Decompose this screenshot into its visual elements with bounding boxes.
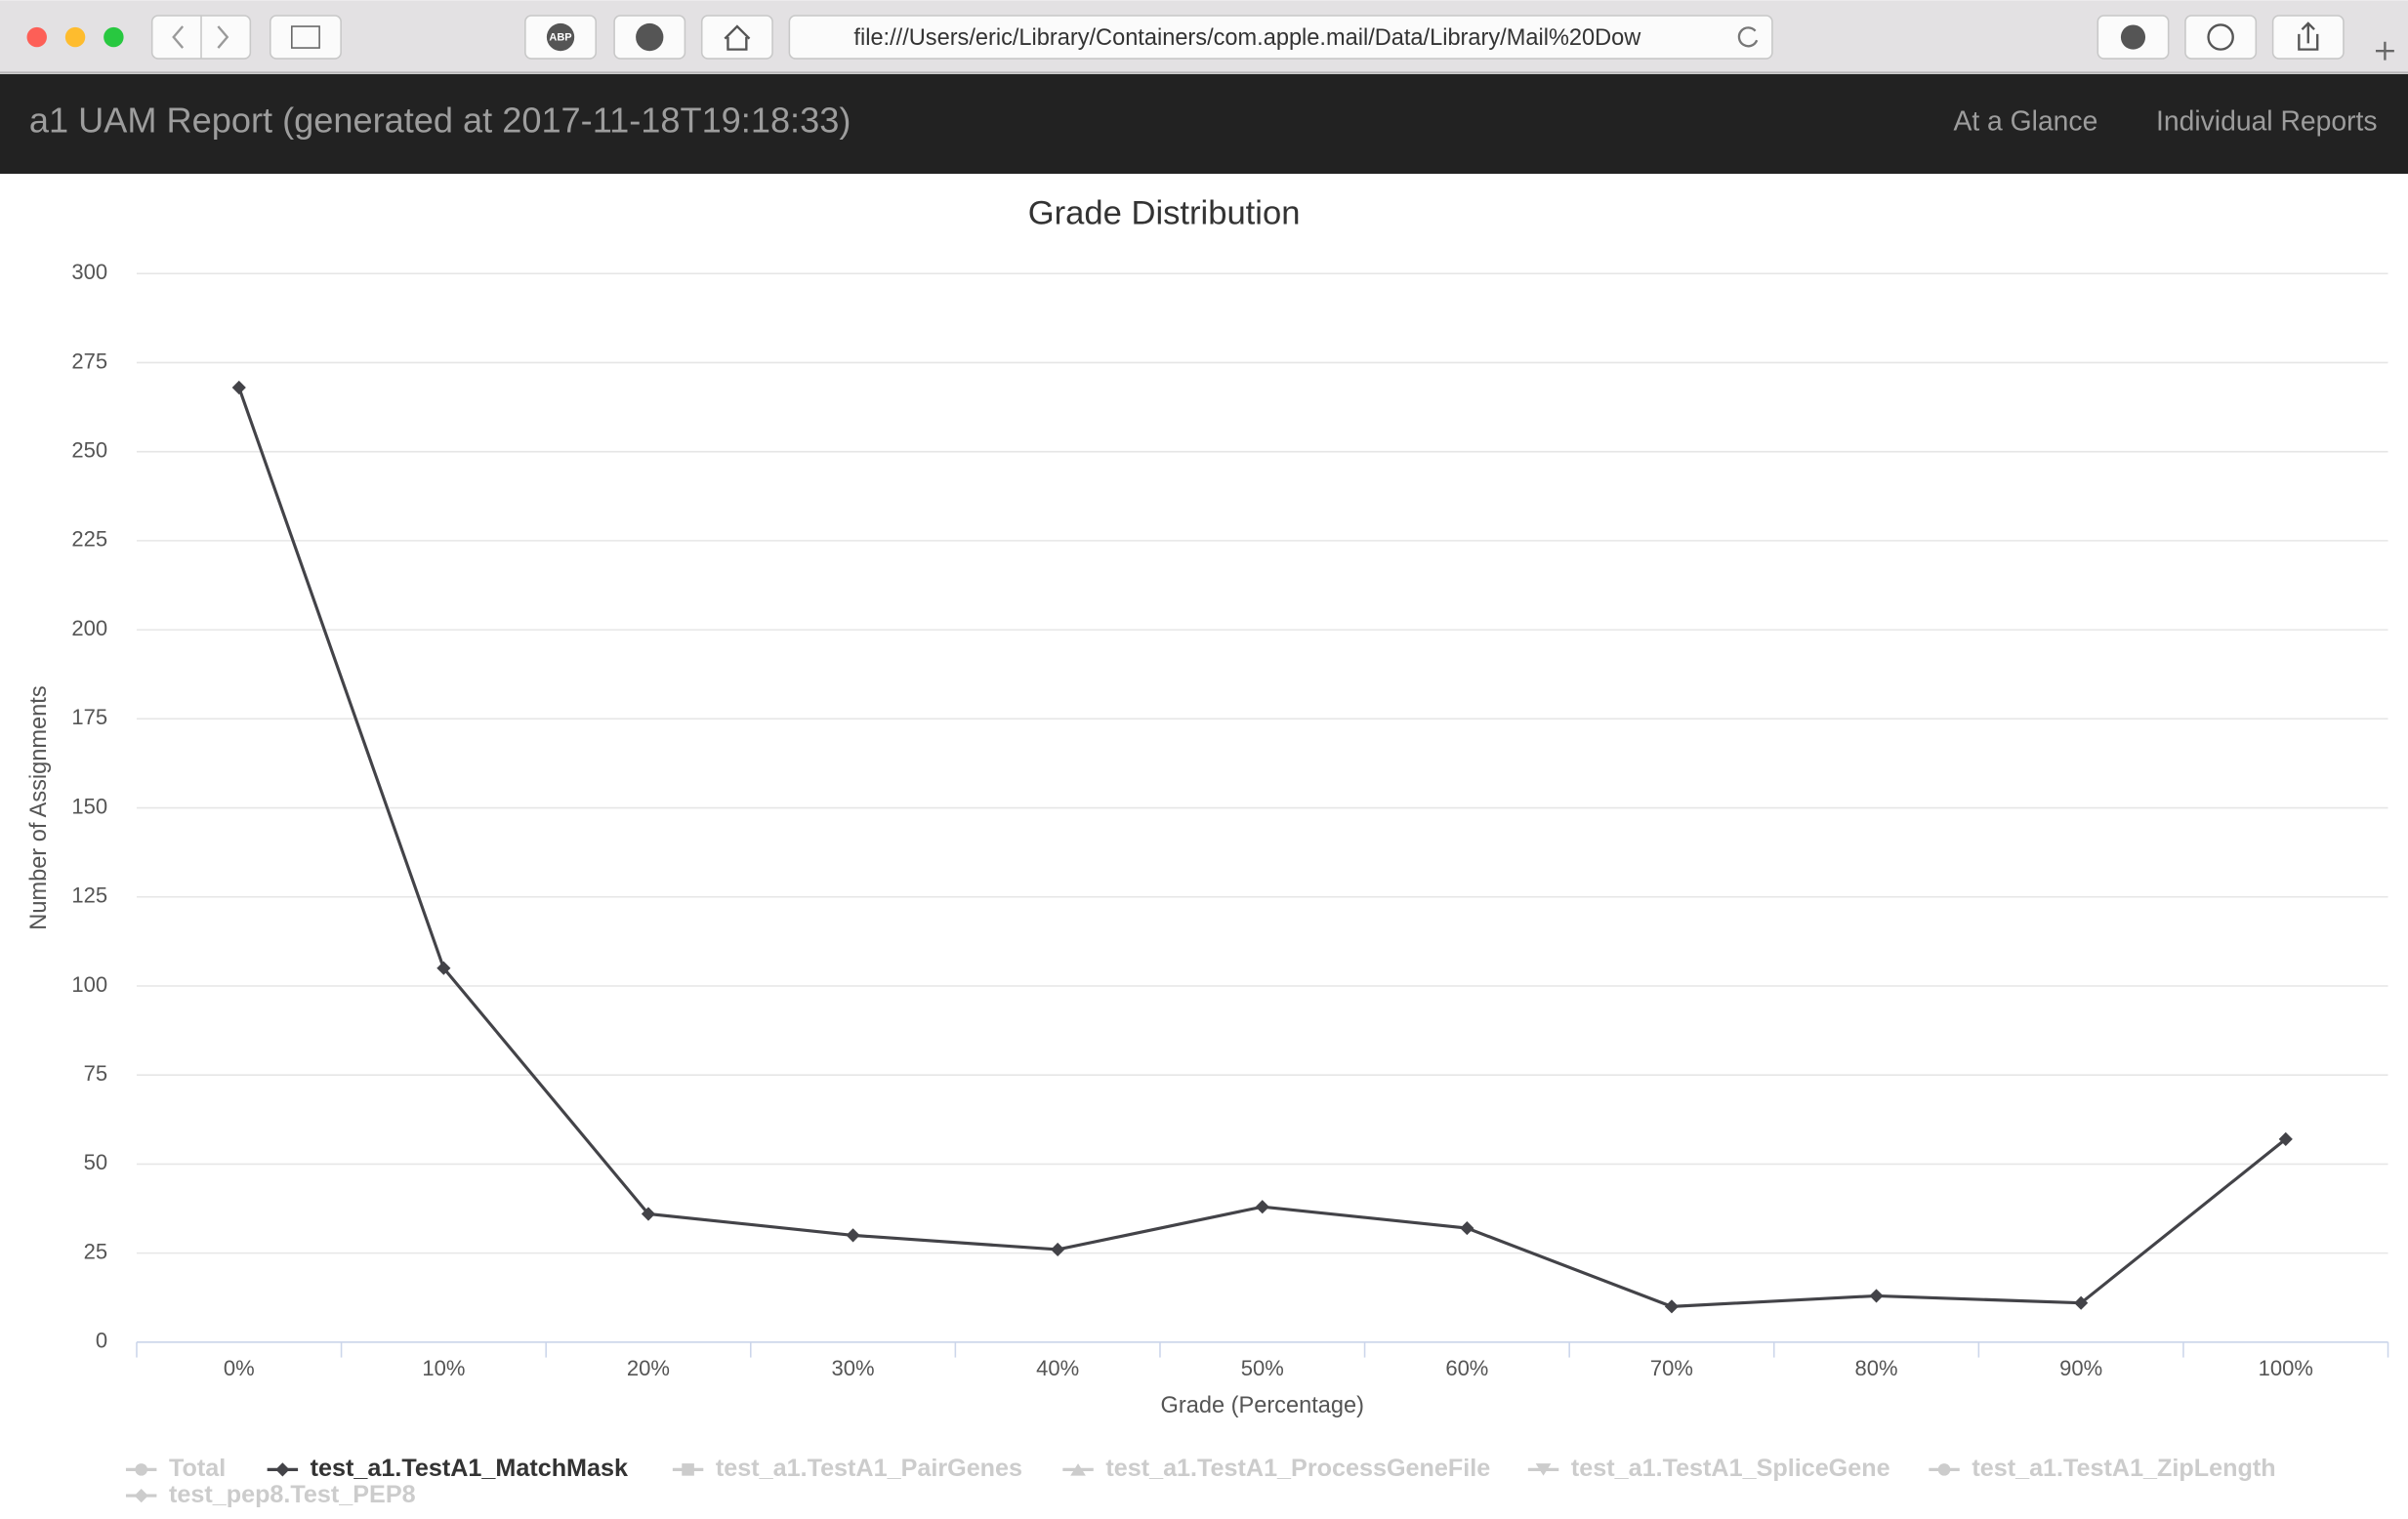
legend-item[interactable]: test_a1.TestA1_SpliceGene (1571, 1455, 1890, 1482)
y-tick-label: 125 (71, 883, 107, 908)
abp-icon (546, 22, 575, 52)
legend-item[interactable]: test_pep8.Test_PEP8 (169, 1481, 416, 1508)
x-tick-label: 20% (627, 1356, 670, 1380)
nav-link[interactable]: At a Glance (1953, 105, 2097, 137)
share-icon (2298, 21, 2319, 51)
x-tick-label: 60% (1445, 1356, 1488, 1380)
point-marker (231, 380, 246, 395)
x-axis-title: Grade (Percentage) (1161, 1392, 1364, 1417)
x-tick-label: 50% (1241, 1356, 1284, 1380)
y-tick-label: 225 (71, 527, 107, 552)
sidebar-icon (291, 25, 320, 49)
legend-symbol (1535, 1463, 1552, 1476)
x-tick-label: 90% (2059, 1356, 2102, 1380)
y-tick-label: 150 (71, 794, 107, 818)
arrows (172, 25, 229, 49)
github-icon (636, 22, 664, 52)
legend-symbol (1070, 1463, 1086, 1476)
sidebar-button[interactable] (270, 15, 342, 60)
home-icon (724, 24, 751, 51)
point-marker (1869, 1289, 1884, 1303)
y-tick-label: 25 (84, 1239, 107, 1263)
legend-item[interactable]: test_a1.TestA1_MatchMask (311, 1455, 629, 1482)
point-marker (2278, 1131, 2293, 1146)
minimize-button[interactable] (64, 26, 86, 48)
report-title: a1 UAM Report (generated at 2017-11-18T1… (29, 101, 851, 141)
new-tab[interactable] (2375, 41, 2394, 61)
reload-icon[interactable] (1737, 26, 1759, 48)
y-tick-label: 0 (96, 1329, 107, 1353)
y-axis-title: Number of Assignments (25, 685, 51, 929)
x-tick-label: 100% (2259, 1356, 2313, 1380)
legend-symbol (275, 1462, 290, 1477)
legend-symbol (135, 1463, 147, 1476)
x-tick-label: 30% (832, 1356, 875, 1380)
legend-item[interactable]: test_a1.TestA1_ProcessGeneFile (1105, 1455, 1490, 1482)
y-tick-label: 50 (84, 1150, 107, 1174)
y-tick-label: 275 (71, 349, 107, 373)
legend-item[interactable]: Total (169, 1455, 226, 1482)
y-tick-label: 250 (71, 437, 107, 462)
legend-item[interactable]: test_a1.TestA1_ZipLength (1972, 1455, 2275, 1482)
close-button[interactable] (26, 26, 47, 48)
home-button[interactable] (700, 15, 773, 60)
legend-symbol (134, 1489, 148, 1503)
address-bar[interactable] (788, 15, 1773, 60)
navbar (0, 73, 2408, 175)
chart-area (0, 174, 2408, 1519)
legend-item[interactable]: test_a1.TestA1_PairGenes (716, 1455, 1022, 1482)
y-tick-label: 200 (71, 616, 107, 640)
abp-label: ABP (549, 32, 571, 44)
info-button[interactable] (2184, 15, 2258, 60)
point-marker (436, 961, 451, 975)
url: file:///Users/eric/Library/Containers/co… (853, 24, 1641, 50)
download-icon (2120, 24, 2146, 50)
legend-symbol (682, 1463, 694, 1476)
y-tick-label: 300 (71, 260, 107, 284)
x-tick-label: 80% (1855, 1356, 1898, 1380)
x-tick-label: 10% (422, 1356, 465, 1380)
nav-link[interactable]: Individual Reports (2156, 105, 2377, 137)
y-tick-label: 175 (71, 705, 107, 729)
x-tick-label: 40% (1036, 1356, 1079, 1380)
chart-title: Grade Distribution (1028, 195, 1301, 232)
x-tick-label: 70% (1650, 1356, 1693, 1380)
y-tick-label: 75 (84, 1061, 107, 1086)
x-tick-label: 0% (224, 1356, 255, 1380)
y-tick-label: 100 (71, 972, 107, 997)
legend-symbol (1937, 1463, 1951, 1476)
zoom-button[interactable] (104, 26, 124, 48)
info-icon (2207, 23, 2234, 51)
